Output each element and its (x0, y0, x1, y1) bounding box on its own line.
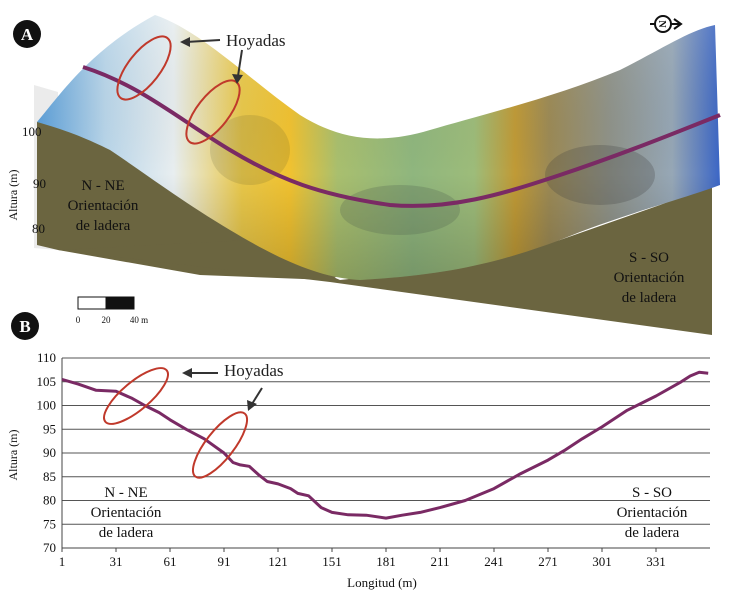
left-slope-line3: de ladera (76, 218, 131, 234)
arrow-head (247, 400, 257, 411)
terrain-shadow (545, 145, 655, 205)
x-tick-label: 61 (164, 554, 177, 569)
left-slope-line1: N - NE (81, 178, 124, 194)
profile-line-3d (82, 65, 721, 208)
x-tick-label: 241 (484, 554, 504, 569)
arrow-line (185, 39, 221, 43)
y-tick-label: 70 (43, 540, 56, 555)
right-slope-line2: Orientación (614, 270, 685, 286)
left-slope-line3: de ladera (99, 525, 154, 541)
scale-label: 0 (76, 315, 81, 325)
x-tick-label: 181 (376, 554, 396, 569)
scale-label: 20 (102, 315, 112, 325)
arrow-head (180, 37, 190, 47)
left-slope-line1: N - NE (104, 485, 147, 501)
x-tick-label: 1 (59, 554, 66, 569)
y-tick-label: 85 (43, 469, 56, 484)
panel-label-a-bg (13, 20, 41, 48)
right-slope-line3: de ladera (625, 525, 680, 541)
x-axis-label: Longitud (m) (347, 575, 417, 590)
right-slope-line2: Orientación (617, 505, 688, 521)
arrow-line (237, 49, 243, 77)
panel-a-ylabel: Altura (m) (6, 170, 20, 221)
y-tick-labels: 70 75 80 85 90 95 100 105 110 (37, 350, 57, 555)
panel-label-b: B (19, 317, 30, 336)
hollow-ellipse (116, 35, 172, 101)
hollows-label: Hoyadas (224, 361, 283, 380)
panel-a-ytick: 80 (32, 221, 45, 236)
terrain-shadow (340, 185, 460, 235)
left-slope-line2: Orientación (91, 505, 162, 521)
panel-a-ytick: 100 (22, 124, 42, 139)
panel-label-b-bg (11, 312, 39, 340)
arrow-head (232, 74, 243, 84)
arrow-line (251, 387, 263, 405)
x-tick-label: 301 (592, 554, 612, 569)
arrow-head (182, 368, 192, 378)
hollow-ellipse (192, 411, 248, 479)
y-tick-label: 95 (43, 421, 56, 436)
right-slope-line3: de ladera (622, 290, 677, 306)
scale-label: 40 m (130, 315, 148, 325)
terrain-shade (37, 15, 720, 280)
left-slope-line2: Orientación (68, 198, 139, 214)
x-tick-labels: 1 31 61 91 121 151 181 211 241 271 301 331 (59, 548, 666, 569)
y-tick-label: 75 (43, 516, 56, 531)
y-tick-label: 80 (43, 493, 56, 508)
series-line (61, 370, 709, 520)
panel-a-ytick: 90 (33, 176, 46, 191)
right-slope-line1: S - SO (629, 250, 669, 266)
y-tick-label: 90 (43, 445, 56, 460)
y-tick-label: 100 (37, 398, 57, 413)
panel-label-a: A (21, 25, 34, 44)
north-arrow-icon: N (650, 15, 683, 33)
x-tick-label: 151 (322, 554, 342, 569)
scale-bar: 0 20 40 m (76, 296, 148, 325)
hollows-label: Hoyadas (226, 31, 285, 50)
north-symbol: N (656, 20, 667, 28)
x-tick-label: 331 (646, 554, 666, 569)
y-axis-label: Altura (m) (6, 430, 20, 481)
block-ground-base (58, 185, 712, 335)
x-tick-label: 91 (218, 554, 231, 569)
y-tick-label: 105 (37, 374, 57, 389)
panel-b: B 70 75 80 85 90 95 100 105 110 1 31 61 91 121 151 181… (6, 312, 710, 590)
panel-a: Hoyadas A N N - NE Orientación de ladera… (6, 15, 721, 335)
x-tick-label: 211 (430, 554, 449, 569)
y-tick-label: 110 (37, 350, 56, 365)
hollow-ellipse (103, 367, 169, 425)
terrain-shadow (210, 115, 290, 185)
x-tick-label: 121 (268, 554, 288, 569)
right-slope-line1: S - SO (632, 485, 672, 501)
x-tick-label: 31 (110, 554, 123, 569)
x-tick-label: 271 (538, 554, 558, 569)
